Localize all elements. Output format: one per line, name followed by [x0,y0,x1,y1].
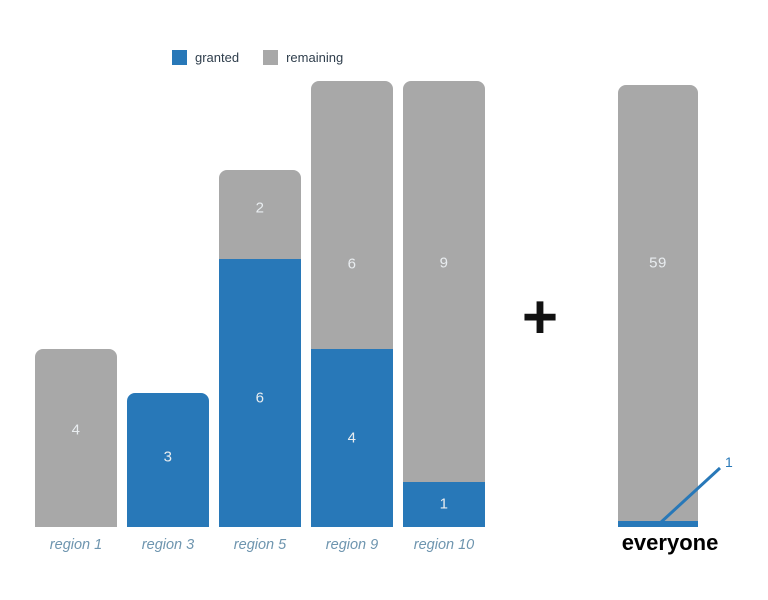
value-label-remaining-region-1: 4 [71,421,81,439]
category-label-region-5: region 5 [233,537,287,553]
category-label-region-10: region 10 [413,537,475,553]
value-label-remaining-region-5: 2 [255,199,265,217]
value-label-granted-region-9: 4 [347,429,357,447]
value-label-granted-region-10: 1 [439,495,449,513]
value-label-granted-region-3: 3 [163,448,173,466]
legend-item-remaining: remaining [263,50,343,65]
value-label-remaining-region-10: 9 [439,254,449,272]
bar-segment-remaining-region-1 [35,349,117,527]
chart-legend: granted remaining [172,50,343,65]
legend-label-granted: granted [195,50,240,65]
category-label-region-1: region 1 [49,537,103,553]
bar-segment-remaining-region-9 [311,81,393,349]
bar-segment-remaining-region-5 [219,170,301,259]
granted-swatch [172,50,187,65]
bar-segment-granted-region-9 [311,349,393,527]
bar-segment-remaining-everyone [618,85,698,521]
value-label-remaining-region-9: 6 [347,255,357,273]
category-label-region-9: region 9 [325,537,379,553]
remaining-swatch [263,50,279,65]
bar-segment-granted-region-10 [403,482,485,527]
value-label-granted-region-5: 6 [255,389,265,407]
category-label-everyone: everyone [621,530,719,555]
legend-label-remaining: remaining [286,50,344,65]
value-label-remaining-everyone: 59 [649,254,667,272]
bar-segment-granted-everyone [618,521,698,527]
category-label-region-3: region 3 [141,537,195,553]
bar-segment-remaining-region-10 [403,81,485,482]
plus-operator: + [521,283,559,352]
bar-segment-granted-region-5 [219,259,301,527]
bar-segment-granted-region-3 [127,393,209,527]
callout-value-label: 1 [725,454,733,470]
legend-item-granted: granted [172,50,239,65]
